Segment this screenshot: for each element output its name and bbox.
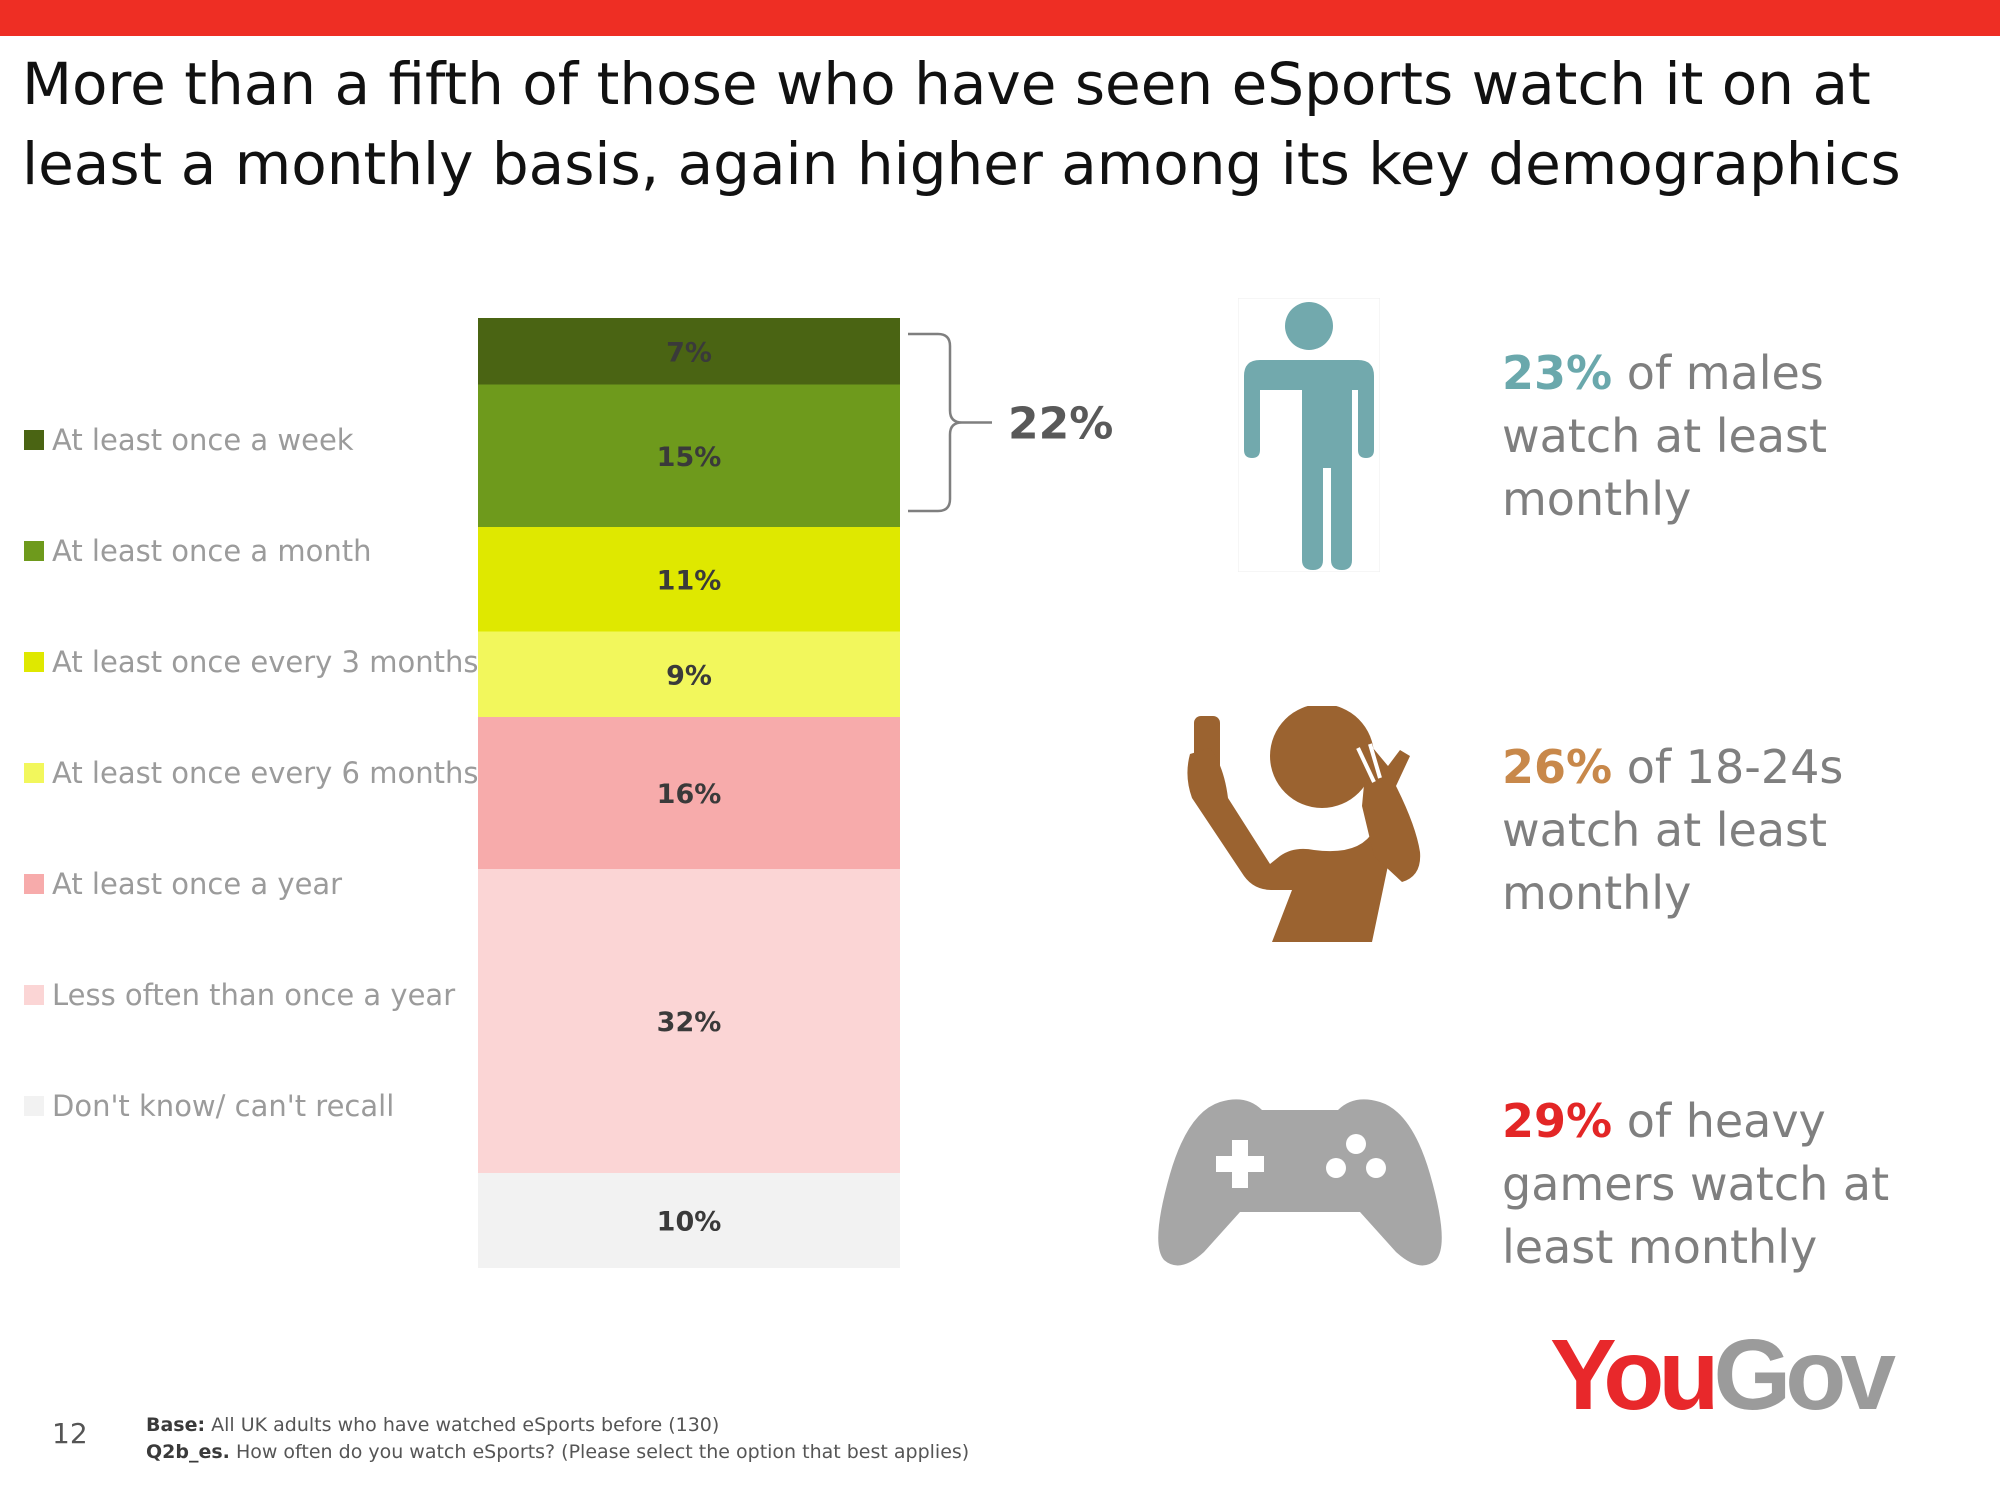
bar-value-label: 10%: [657, 1207, 722, 1238]
stat-18-24s: 26% of 18-24s watch at least monthly: [1502, 736, 1972, 925]
legend-item: Don't know/ can't recall: [24, 1086, 394, 1126]
page-number: 12: [52, 1417, 88, 1450]
footer-notes: Base: All UK adults who have watched eSp…: [146, 1412, 969, 1466]
legend-item: At least once a month: [24, 531, 372, 571]
legend-swatch: [24, 763, 44, 783]
bar-segment: [478, 1173, 900, 1268]
bar-value-label: 11%: [657, 565, 722, 596]
legend-label: Less often than once a year: [52, 978, 456, 1012]
legend-item: At least once a year: [24, 864, 342, 904]
gamepad-icon: [1158, 1099, 1442, 1266]
top-accent-bar: [0, 0, 2000, 36]
bracket-total-label: 22%: [1008, 399, 1113, 450]
bar-segment: [478, 869, 900, 1173]
legend-label: At least once every 6 months: [52, 756, 479, 790]
legend-swatch: [24, 541, 44, 561]
legend-swatch: [24, 652, 44, 672]
legend-label: Don't know/ can't recall: [52, 1089, 395, 1123]
stat-18-24s-text: of 18-24s watch at least monthly: [1502, 740, 1844, 920]
stat-males: 23% of males watch at least monthly: [1502, 342, 1972, 531]
legend-label: At least once a month: [52, 534, 372, 568]
bar-value-label: 7%: [666, 337, 712, 368]
bar-value-label: 9%: [666, 660, 712, 691]
legend-label: At least once every 3 months: [52, 645, 479, 679]
page-title: More than a fifth of those who have seen…: [22, 50, 1901, 198]
bar-value-label: 16%: [657, 779, 722, 810]
bar-value-label: 15%: [657, 442, 722, 473]
bar-segment: [478, 631, 900, 717]
male-person-icon: [1238, 298, 1380, 572]
stat-18-24s-pct: 26%: [1502, 740, 1613, 794]
stat-males-pct: 23%: [1502, 346, 1613, 400]
legend-item: Less often than once a year: [24, 975, 455, 1015]
stat-males-text: of males watch at least monthly: [1502, 346, 1828, 526]
bar-value-label: 32%: [657, 1007, 722, 1038]
legend-item: At least once every 6 months: [24, 753, 478, 793]
selfie-person-icon: [1187, 706, 1421, 942]
legend-item: At least once a week: [24, 420, 354, 460]
legend-label: At least once a year: [52, 867, 343, 901]
bracket-line: [908, 332, 992, 513]
legend-swatch: [24, 985, 44, 1005]
bar-segment: [478, 384, 900, 527]
legend-item: At least once every 3 months: [24, 642, 478, 682]
stat-heavy-gamers-pct: 29%: [1502, 1094, 1613, 1148]
footer-base-line: Base: All UK adults who have watched eSp…: [146, 1414, 720, 1436]
legend-swatch: [24, 1096, 44, 1116]
bar-segment: [478, 318, 900, 385]
bar-segment: [478, 527, 900, 632]
stat-heavy-gamers: 29% of heavy gamers watch at least month…: [1502, 1090, 1972, 1279]
legend-label: At least once a week: [52, 423, 354, 457]
legend-swatch: [24, 430, 44, 450]
footer-question-line: Q2b_es. How often do you watch eSports? …: [146, 1441, 970, 1463]
stat-heavy-gamers-text: of heavy gamers watch at least monthly: [1502, 1094, 1890, 1274]
bar-segment: [478, 717, 900, 869]
yougov-logo: YouGov: [1550, 1319, 1896, 1431]
legend-swatch: [24, 874, 44, 894]
